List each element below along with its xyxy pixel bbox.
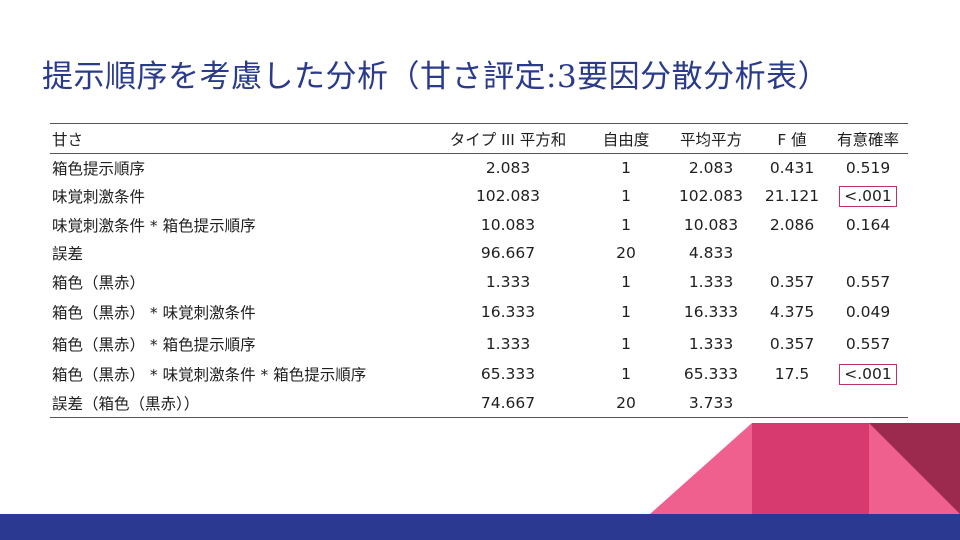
row-ss: 74.667 xyxy=(430,388,586,418)
table-row: 誤差 96.667 20 4.833 xyxy=(50,239,908,268)
row-ms: 2.083 xyxy=(688,159,734,177)
row-ms: 65.333 xyxy=(683,365,739,384)
deco-magenta-block xyxy=(752,423,869,514)
row-ss: 96.667 xyxy=(480,244,536,263)
row-f: 0.357 xyxy=(769,335,815,353)
row-ss: 102.083 xyxy=(475,187,541,206)
row-f: 0.357 xyxy=(769,272,815,291)
row-df: 1 xyxy=(621,365,631,384)
row-p: 0.164 xyxy=(845,215,891,234)
row-ss: 1.333 xyxy=(485,272,531,291)
row-source: 誤差（箱色（黒赤）） xyxy=(50,388,430,418)
row-f: 21.121 xyxy=(764,187,820,206)
row-ms: 102.083 xyxy=(678,187,744,206)
row-ms: 1.333 xyxy=(688,272,734,291)
row-f: 0.431 xyxy=(769,159,815,177)
anova-table: 甘さ タイプ III 平方和 自由度 平均平方 F 値 有意確率 箱色提示順序 … xyxy=(50,123,908,418)
row-p-cell: <.001 xyxy=(828,182,908,211)
row-source: 箱色（黒赤） * 味覚刺激条件 * 箱色提示順序 xyxy=(52,366,367,385)
significant-p-box: <.001 xyxy=(839,363,897,385)
row-df: 1 xyxy=(621,187,631,206)
table-row: 箱色（黒赤） * 味覚刺激条件 * 箱色提示順序 65.333 1 65.333… xyxy=(50,360,908,389)
table-row: 箱色提示順序 2.083 1 2.083 0.431 0.519 xyxy=(50,154,908,183)
row-df: 1 xyxy=(621,335,631,353)
header-f-value: F 値 xyxy=(756,123,828,154)
row-p-cell: <.001 xyxy=(828,360,908,389)
deco-dark-triangle xyxy=(869,423,960,514)
row-f: 17.5 xyxy=(774,365,810,384)
table-row: 箱色（黒赤） * 箱色提示順序 1.333 1 1.333 0.357 0.55… xyxy=(50,328,908,360)
header-source: 甘さ xyxy=(50,123,430,154)
row-ss: 10.083 xyxy=(480,215,536,234)
row-p: 0.519 xyxy=(845,159,891,177)
deco-pink-triangle xyxy=(650,423,752,514)
row-source: 箱色（黒赤） * 箱色提示順序 xyxy=(52,336,256,354)
row-p: 0.557 xyxy=(845,272,891,291)
row-source: 味覚刺激条件 * 箱色提示順序 xyxy=(52,216,256,235)
row-f: 4.375 xyxy=(769,303,815,321)
row-f: 2.086 xyxy=(769,215,815,234)
row-f xyxy=(756,388,828,418)
table-row: 箱色（黒赤） * 味覚刺激条件 16.333 1 16.333 4.375 0.… xyxy=(50,296,908,328)
row-p: 0.049 xyxy=(845,303,891,321)
header-mean-square: 平均平方 xyxy=(666,123,756,154)
header-df: 自由度 xyxy=(586,123,666,154)
row-df: 20 xyxy=(586,388,666,418)
table-row: 味覚刺激条件 102.083 1 102.083 21.121 <.001 xyxy=(50,182,908,211)
row-ss: 65.333 xyxy=(480,365,536,384)
table-row: 味覚刺激条件 * 箱色提示順序 10.083 1 10.083 2.086 0.… xyxy=(50,211,908,240)
header-significance: 有意確率 xyxy=(828,123,908,154)
row-ss: 1.333 xyxy=(485,335,531,353)
deco-white-notch xyxy=(908,410,960,423)
slide-title: 提示順序を考慮した分析（甘さ評定:3要因分散分析表） xyxy=(42,59,830,95)
row-ms: 16.333 xyxy=(683,303,739,321)
header-sum-of-squares: タイプ III 平方和 xyxy=(430,123,586,154)
row-df: 1 xyxy=(621,215,631,234)
row-df: 20 xyxy=(616,244,636,263)
row-source: 箱色（黒赤） xyxy=(52,273,146,292)
row-source: 箱色（黒赤） * 味覚刺激条件 xyxy=(52,304,256,322)
table-header-row: 甘さ タイプ III 平方和 自由度 平均平方 F 値 有意確率 xyxy=(50,123,908,154)
deco-pink-block xyxy=(869,423,960,514)
significant-p-box: <.001 xyxy=(839,185,897,207)
row-f xyxy=(756,239,828,268)
row-source: 箱色提示順序 xyxy=(52,160,146,178)
row-p: 0.557 xyxy=(845,335,891,353)
row-ms: 4.833 xyxy=(688,244,734,263)
row-source: 誤差 xyxy=(52,245,84,264)
bottom-bar xyxy=(0,514,960,540)
row-source: 味覚刺激条件 xyxy=(52,188,146,207)
row-df: 1 xyxy=(621,272,631,291)
row-p xyxy=(828,388,908,418)
row-ss: 16.333 xyxy=(480,303,536,321)
table-row: 誤差（箱色（黒赤）） 74.667 20 3.733 xyxy=(50,388,908,418)
table-row: 箱色（黒赤） 1.333 1 1.333 0.357 0.557 xyxy=(50,268,908,297)
row-df: 1 xyxy=(621,159,631,177)
row-df: 1 xyxy=(621,303,631,321)
row-ss: 2.083 xyxy=(485,159,531,177)
row-p xyxy=(828,239,908,268)
row-ms: 1.333 xyxy=(688,335,734,353)
row-ms: 3.733 xyxy=(666,388,756,418)
row-ms: 10.083 xyxy=(683,215,739,234)
